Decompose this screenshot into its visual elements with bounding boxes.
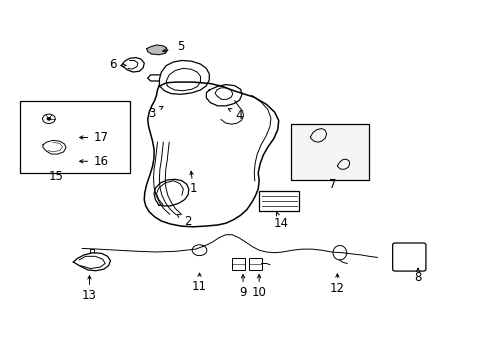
Text: 17: 17 (94, 131, 108, 144)
Text: 4: 4 (235, 109, 243, 122)
Text: 5: 5 (177, 40, 184, 53)
Text: 1: 1 (189, 183, 197, 195)
Text: 11: 11 (192, 280, 206, 293)
Text: 2: 2 (184, 215, 192, 228)
Text: 15: 15 (49, 170, 63, 183)
Text: 13: 13 (82, 289, 97, 302)
Text: 16: 16 (94, 155, 108, 168)
Text: 10: 10 (251, 286, 266, 299)
Text: 3: 3 (147, 107, 155, 120)
Bar (232, 258, 244, 270)
Text: 14: 14 (273, 217, 288, 230)
Bar (259, 191, 299, 211)
Bar (290, 124, 368, 180)
Text: 8: 8 (413, 271, 421, 284)
Bar (248, 258, 261, 270)
Text: 9: 9 (239, 286, 246, 299)
Bar (20, 101, 129, 173)
Circle shape (47, 117, 51, 120)
Text: 7: 7 (328, 178, 336, 191)
Text: 6: 6 (108, 58, 116, 71)
Text: 12: 12 (329, 282, 344, 294)
Polygon shape (146, 45, 167, 55)
Bar (290, 124, 368, 180)
